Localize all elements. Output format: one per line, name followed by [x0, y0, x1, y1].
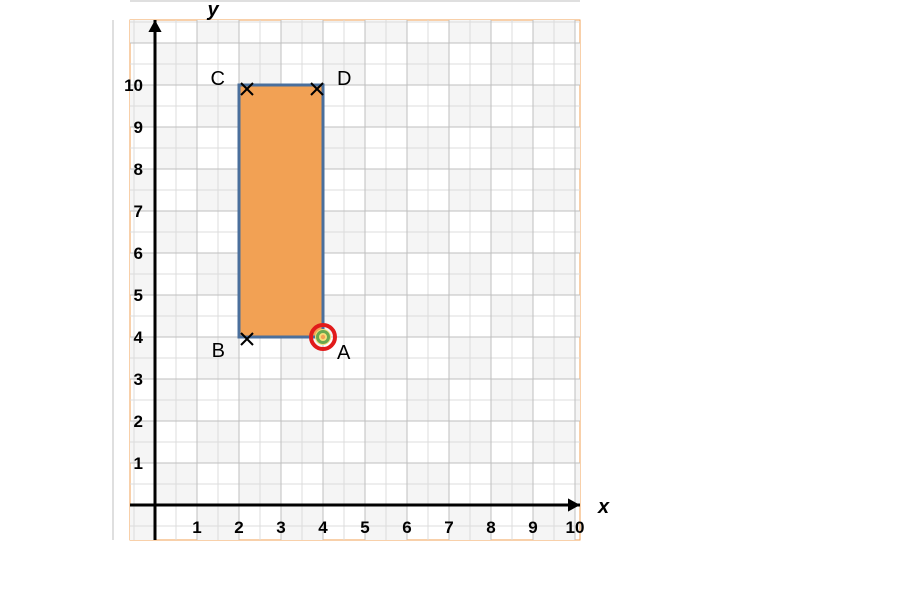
- target-dot: [321, 335, 325, 339]
- x-tick-label: 6: [402, 518, 411, 537]
- shape-rectangle-abcd: [239, 85, 323, 337]
- x-tick-label: 7: [444, 518, 453, 537]
- y-tick-label: 7: [134, 202, 143, 221]
- point-label-c: C: [211, 68, 225, 90]
- y-tick-label: 2: [134, 412, 143, 431]
- x-tick-label: 1: [192, 518, 201, 537]
- y-tick-label: 1: [134, 454, 143, 473]
- y-axis-label: y: [206, 0, 219, 21]
- x-tick-label: 10: [566, 518, 585, 537]
- y-tick-label: 5: [134, 286, 143, 305]
- point-label-d: D: [337, 68, 351, 90]
- y-tick-label: 4: [134, 328, 144, 347]
- x-tick-label: 8: [486, 518, 495, 537]
- x-tick-label: 2: [234, 518, 243, 537]
- y-tick-label: 10: [124, 76, 143, 95]
- coordinate-plot: 1 2 3 4 5 6 7 8 9 10 1 2 3 4 5 6 7 8 9 10 x y A B C D: [0, 0, 900, 600]
- x-tick-label: 4: [318, 518, 328, 537]
- y-tick-label: 8: [134, 160, 143, 179]
- plot-svg: 1 2 3 4 5 6 7 8 9 10 1 2 3 4 5 6 7 8 9 10 x y A B C D: [0, 0, 900, 600]
- y-tick-label: 6: [134, 244, 143, 263]
- x-tick-label: 5: [360, 518, 369, 537]
- x-axis-label: x: [597, 496, 610, 518]
- point-label-a: A: [337, 342, 351, 364]
- x-tick-label: 9: [528, 518, 537, 537]
- y-tick-label: 3: [134, 370, 143, 389]
- x-tick-label: 3: [276, 518, 285, 537]
- y-tick-label: 9: [134, 118, 143, 137]
- point-label-b: B: [212, 340, 225, 362]
